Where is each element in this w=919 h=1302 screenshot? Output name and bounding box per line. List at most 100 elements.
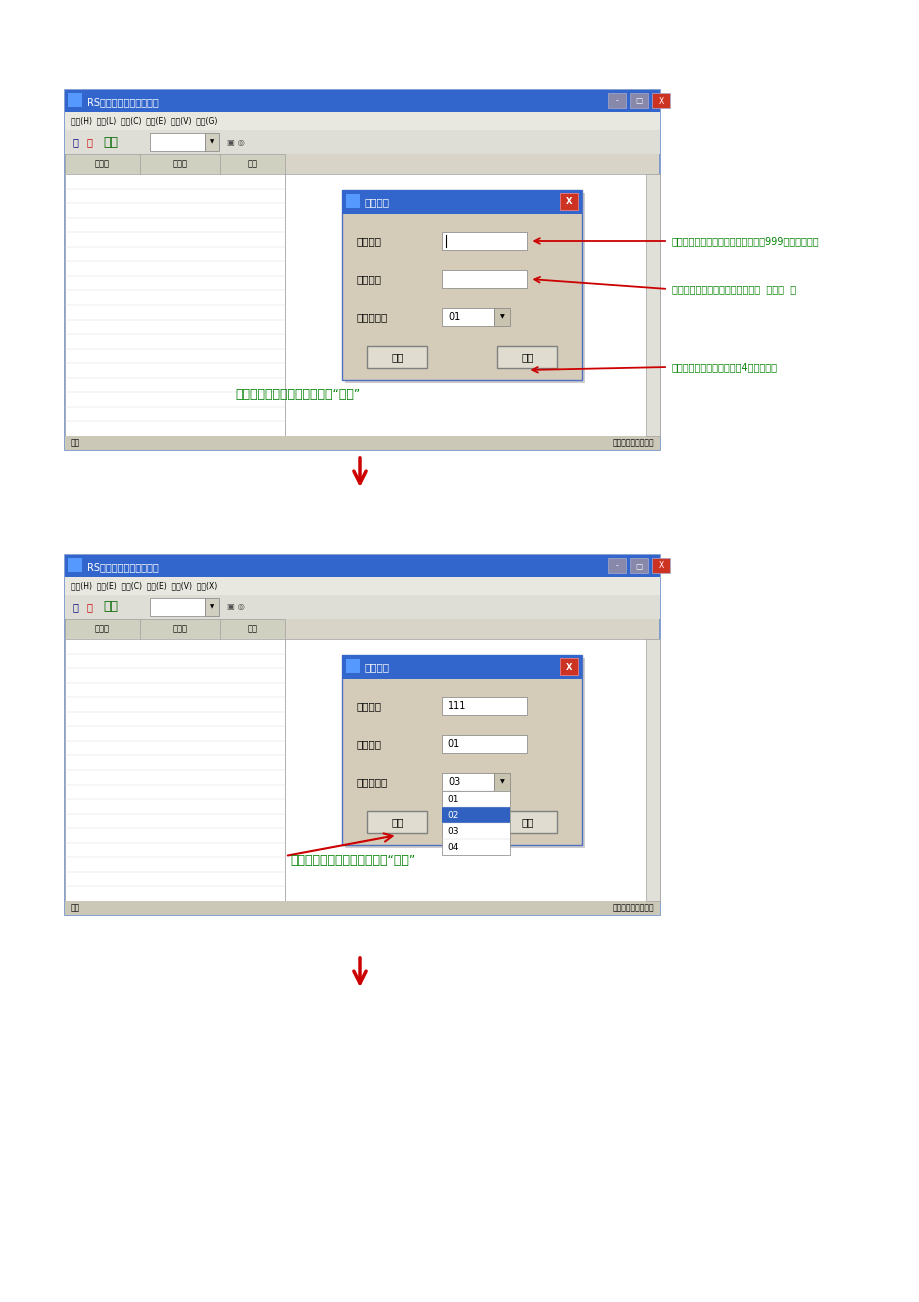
FancyBboxPatch shape	[442, 792, 510, 855]
FancyBboxPatch shape	[442, 232, 527, 250]
FancyBboxPatch shape	[150, 598, 205, 616]
Text: 01: 01	[448, 312, 460, 322]
Text: 就绪: 就绪	[71, 904, 80, 913]
FancyBboxPatch shape	[65, 595, 659, 618]
Text: 一: 一	[73, 602, 79, 612]
FancyBboxPatch shape	[285, 639, 659, 901]
Text: 使用者: 使用者	[173, 160, 187, 168]
Text: 呼机码：: 呼机码：	[357, 236, 381, 246]
FancyBboxPatch shape	[65, 174, 285, 436]
FancyBboxPatch shape	[205, 133, 219, 151]
FancyBboxPatch shape	[65, 130, 659, 154]
FancyBboxPatch shape	[442, 736, 527, 753]
FancyBboxPatch shape	[65, 154, 285, 174]
Text: 学发: 学发	[103, 135, 118, 148]
FancyBboxPatch shape	[652, 92, 669, 108]
FancyBboxPatch shape	[494, 773, 510, 792]
Text: ▼: ▼	[500, 315, 505, 319]
FancyBboxPatch shape	[442, 697, 527, 715]
Text: 已与主机连接成功！: 已与主机连接成功！	[612, 439, 653, 448]
Text: 频道: 频道	[247, 625, 257, 634]
FancyBboxPatch shape	[560, 658, 578, 674]
FancyBboxPatch shape	[346, 194, 360, 208]
FancyBboxPatch shape	[342, 655, 582, 845]
FancyBboxPatch shape	[560, 193, 578, 210]
Text: ▣ ◎: ▣ ◎	[227, 603, 244, 612]
FancyBboxPatch shape	[497, 811, 557, 833]
Text: ▼: ▼	[210, 139, 214, 145]
Text: 十: 十	[87, 602, 93, 612]
Text: 使用者: 使用者	[173, 625, 187, 634]
Text: 主机(H)  呼机(E)  频道(C)  编辑(E)  查看(V)  说明(X): 主机(H) 呼机(E) 频道(C) 编辑(E) 查看(V) 说明(X)	[71, 582, 217, 591]
FancyBboxPatch shape	[442, 309, 494, 326]
Text: 上述参数设置好以后，按此键“确定”: 上述参数设置好以后，按此键“确定”	[234, 388, 360, 401]
FancyBboxPatch shape	[607, 92, 625, 108]
FancyBboxPatch shape	[65, 555, 659, 577]
Text: 呼机码：: 呼机码：	[357, 700, 381, 711]
Text: 01: 01	[447, 740, 460, 749]
FancyBboxPatch shape	[65, 555, 659, 915]
FancyBboxPatch shape	[342, 190, 582, 380]
Text: ▣ ◎: ▣ ◎	[227, 138, 244, 147]
FancyBboxPatch shape	[342, 655, 582, 680]
Text: 已与主机连接成功！: 已与主机连接成功！	[612, 904, 653, 913]
Text: 输入呼机号（用数字输入，最多输入999个呼机号码）: 输入呼机号（用数字输入，最多输入999个呼机号码）	[671, 236, 819, 246]
Text: 取消: 取消	[521, 352, 533, 362]
Text: 02: 02	[447, 811, 459, 819]
Text: RS笔式餐厅智能呼叫系统: RS笔式餐厅智能呼叫系统	[87, 98, 159, 107]
FancyBboxPatch shape	[65, 90, 659, 112]
FancyBboxPatch shape	[65, 436, 659, 450]
FancyBboxPatch shape	[645, 639, 659, 901]
Text: 03: 03	[447, 827, 459, 836]
FancyBboxPatch shape	[494, 309, 510, 326]
FancyBboxPatch shape	[150, 133, 205, 151]
Text: 主机(H)  呼机(L)  频道(C)  编辑(E)  查看(V)  说明(G): 主机(H) 呼机(L) 频道(C) 编辑(E) 查看(V) 说明(G)	[71, 116, 217, 125]
FancyBboxPatch shape	[497, 346, 557, 368]
FancyBboxPatch shape	[442, 773, 494, 792]
Text: 01: 01	[447, 794, 459, 803]
Text: -: -	[615, 561, 618, 570]
Text: -: -	[615, 96, 618, 105]
Text: 频道: 频道	[247, 160, 257, 168]
Text: 呼机号: 呼机号	[95, 625, 110, 634]
Text: X: X	[658, 561, 663, 570]
Text: ▼: ▼	[210, 604, 214, 609]
Text: X: X	[658, 96, 663, 105]
Text: □: □	[635, 561, 642, 570]
FancyBboxPatch shape	[205, 598, 219, 616]
FancyBboxPatch shape	[65, 577, 659, 595]
FancyBboxPatch shape	[65, 901, 659, 915]
FancyBboxPatch shape	[367, 346, 427, 368]
Text: 03: 03	[448, 777, 460, 786]
FancyBboxPatch shape	[630, 559, 647, 573]
Text: 可输入中英文（比如使用者姓名：  张某某  ）: 可输入中英文（比如使用者姓名： 张某某 ）	[671, 284, 795, 294]
Text: X: X	[565, 198, 573, 207]
Text: 就绪: 就绪	[71, 439, 80, 448]
FancyBboxPatch shape	[68, 92, 82, 107]
FancyBboxPatch shape	[442, 270, 527, 288]
Text: 使用者：: 使用者：	[357, 740, 381, 749]
FancyBboxPatch shape	[285, 174, 659, 436]
FancyBboxPatch shape	[65, 112, 659, 130]
FancyBboxPatch shape	[65, 639, 285, 901]
Text: 111: 111	[447, 700, 465, 711]
Text: 取消: 取消	[521, 816, 533, 827]
Text: 学发: 学发	[103, 600, 118, 613]
Text: 呼机号: 呼机号	[95, 160, 110, 168]
Text: 呼机学习: 呼机学习	[364, 661, 389, 672]
Text: 十: 十	[87, 137, 93, 147]
Text: 确定: 确定	[391, 352, 403, 362]
FancyBboxPatch shape	[65, 90, 659, 450]
FancyBboxPatch shape	[68, 559, 82, 572]
Text: 频道选择：: 频道选择：	[357, 312, 387, 322]
Text: 确定: 确定	[391, 816, 403, 827]
FancyBboxPatch shape	[65, 618, 285, 639]
FancyBboxPatch shape	[346, 659, 360, 673]
Text: 频道选择：: 频道选择：	[357, 777, 387, 786]
Text: 使用者：: 使用者：	[357, 273, 381, 284]
FancyBboxPatch shape	[652, 559, 669, 573]
Text: 按此键可选择呼机频率，兲4个频率选择: 按此键可选择呼机频率，兲4个频率选择	[671, 362, 777, 372]
Text: 呼机学习: 呼机学习	[364, 197, 389, 207]
Text: 一: 一	[73, 137, 79, 147]
FancyBboxPatch shape	[607, 559, 625, 573]
